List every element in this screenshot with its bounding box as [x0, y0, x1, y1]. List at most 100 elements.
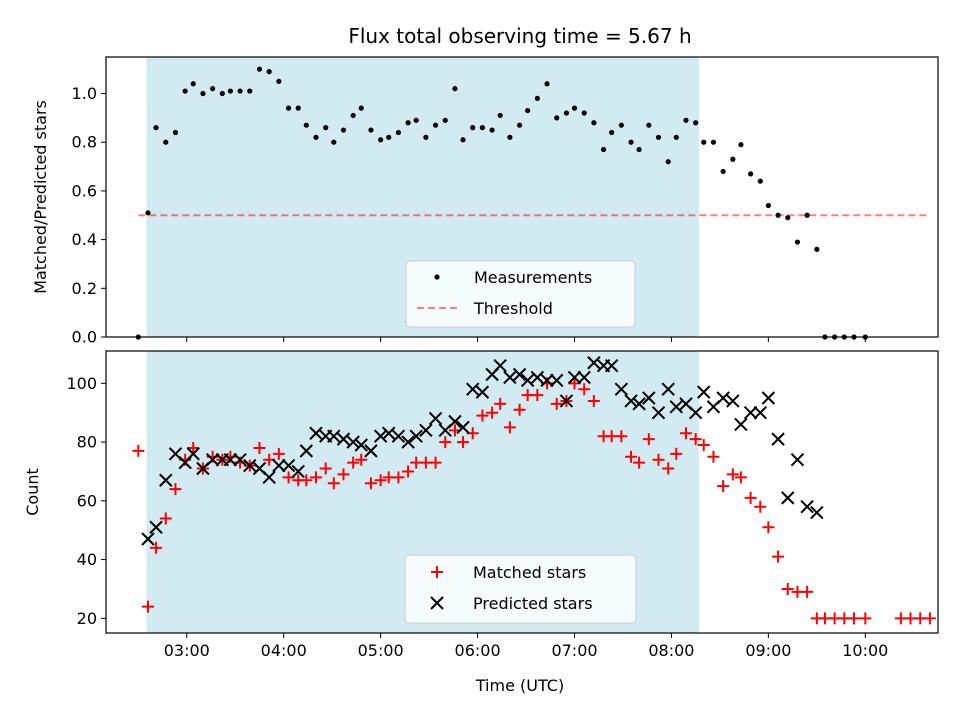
measurement-point — [395, 129, 402, 136]
measurement-point — [460, 137, 466, 143]
predicted-point — [651, 405, 666, 420]
y-tick-label: 60 — [77, 491, 97, 510]
y-tick-label: 20 — [77, 609, 97, 628]
matched-point — [625, 450, 638, 463]
matched-point — [327, 477, 340, 490]
predicted-point — [346, 435, 360, 449]
legend-predicted-label: Predicted stars — [473, 594, 593, 613]
predicted-point — [409, 429, 423, 443]
predicted-point — [540, 373, 554, 388]
predicted-point — [456, 420, 470, 435]
predicted-point — [223, 452, 238, 467]
panel-count-x-ticks: 03:00 04:00 05:00 06:00 07:00 08:00 09:00 10:00 — [164, 633, 888, 660]
matched-point — [494, 397, 507, 410]
measurement-point — [693, 120, 699, 126]
measurement-point — [313, 134, 319, 140]
x-tick-label: 03:00 — [164, 641, 210, 660]
matched-point — [392, 471, 405, 484]
x-tick-label: 06:00 — [455, 641, 501, 660]
y-tick-label: 40 — [77, 550, 97, 569]
y-tick-label: 80 — [77, 433, 97, 452]
panel-ratio-x-ticks — [186, 337, 866, 342]
predicted-point — [743, 405, 758, 420]
y-tick-label: 0.4 — [72, 230, 97, 249]
measurement-point — [554, 115, 560, 121]
legend-matched-marker — [431, 566, 443, 578]
predicted-point — [243, 458, 257, 473]
predicted-point — [391, 429, 406, 443]
measurement-point — [636, 146, 642, 153]
measurement-point — [710, 139, 717, 145]
predicted-point — [753, 405, 767, 420]
predicted-point — [149, 520, 163, 534]
matched-point — [642, 433, 655, 446]
matched-point — [772, 550, 785, 563]
measurement-point — [804, 212, 810, 218]
measurement-point — [628, 139, 634, 145]
measurement-point — [609, 129, 615, 136]
predicted-point — [299, 444, 314, 458]
measurement-point — [470, 125, 476, 131]
matched-point — [754, 500, 767, 513]
matched-point — [347, 456, 360, 469]
panel-count-frame — [105, 350, 939, 634]
measurement-point — [747, 171, 754, 177]
measurement-point — [237, 88, 243, 94]
measurement-point — [145, 210, 151, 216]
predicted-point — [642, 391, 656, 405]
measurement-point — [190, 81, 196, 87]
predicted-point — [159, 473, 173, 487]
measurement-point — [516, 122, 523, 128]
legend-threshold-label: Threshold — [473, 299, 553, 318]
measurement-point — [479, 125, 486, 131]
measurement-point — [765, 202, 771, 209]
predicted-point — [577, 370, 591, 385]
predicted-point — [291, 464, 305, 479]
matched-point — [310, 471, 323, 484]
measurement-point — [340, 127, 347, 133]
measurement-point — [618, 122, 624, 128]
predicted-point — [272, 458, 286, 473]
matched-point — [142, 600, 155, 613]
predicted-point — [800, 499, 814, 514]
measurement-point — [655, 134, 662, 140]
measurement-point — [413, 117, 419, 123]
y-tick-label: 0.6 — [72, 181, 97, 200]
matched-point — [550, 397, 563, 410]
panel-count-y-label: Count — [23, 468, 42, 516]
legend-measurements-marker — [434, 274, 440, 280]
matched-point — [662, 462, 675, 475]
matched-point — [578, 383, 591, 396]
panel-count-marks — [132, 356, 936, 625]
matched-point — [374, 474, 387, 487]
predicted-point — [530, 370, 545, 385]
panel-count-y-ticks: 20 40 60 80 100 — [66, 374, 106, 628]
matched-point — [587, 394, 600, 407]
panel-ratio-y-label: Matched/Predicted stars — [31, 100, 50, 294]
panel-ratio-frame — [105, 56, 939, 338]
matched-point — [744, 491, 757, 504]
predicted-point — [567, 370, 582, 385]
measurement-point — [507, 134, 513, 140]
measurement-point — [172, 129, 179, 136]
measurement-point — [219, 90, 225, 97]
predicted-point — [309, 426, 323, 440]
measurement-point — [256, 66, 263, 72]
measurement-point — [673, 134, 679, 140]
measurement-point — [153, 125, 159, 131]
x-axis-label: Time (UTC) — [475, 676, 564, 695]
predicted-point — [233, 452, 247, 467]
measurement-point — [182, 88, 188, 94]
predicted-point — [669, 400, 683, 414]
predicted-point — [281, 458, 296, 473]
panel-ratio-legend: Measurements Threshold — [405, 260, 636, 328]
predicted-point — [688, 405, 703, 420]
predicted-point — [810, 505, 824, 520]
measurement-point — [368, 127, 374, 133]
matched-point — [132, 444, 145, 457]
predicted-point — [520, 373, 535, 388]
predicted-point — [373, 429, 388, 443]
measurement-point — [794, 239, 801, 245]
measurement-point — [591, 120, 597, 126]
panel-ratio: 0.0 0.2 0.4 0.6 0.8 1.0 Matched/Predicted sta… — [31, 56, 939, 347]
